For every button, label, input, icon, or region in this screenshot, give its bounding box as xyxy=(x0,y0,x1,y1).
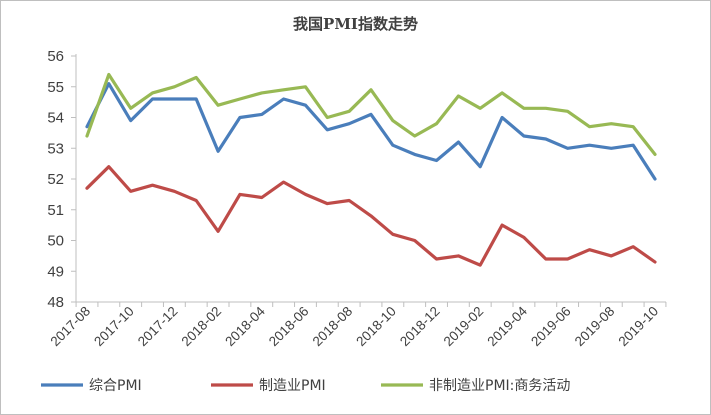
x-tick-label: 2019-10 xyxy=(615,304,661,350)
x-tick-label: 2018-10 xyxy=(353,304,399,350)
legend-label: 非制造业PMI:商务活动 xyxy=(429,378,570,394)
y-axis: 48 49 50 51 52 53 54 55 56 xyxy=(47,48,77,311)
y-tick-label: 50 xyxy=(47,233,64,250)
x-tick-label: 2019-04 xyxy=(484,303,530,349)
y-tick-label: 53 xyxy=(47,140,64,157)
x-tick-label: 2019-08 xyxy=(572,304,618,350)
chart-title: 我国PMI指数走势 xyxy=(293,15,418,33)
y-tick-label: 52 xyxy=(47,171,64,188)
y-tick-label: 48 xyxy=(47,294,64,311)
x-tick-label: 2019-06 xyxy=(528,304,574,350)
series-lines xyxy=(85,72,657,267)
series-line-3 xyxy=(85,72,657,156)
x-tick-label: 2018-08 xyxy=(310,304,356,350)
x-tick-label: 2018-02 xyxy=(179,304,225,350)
y-tick-label: 56 xyxy=(47,48,64,65)
x-tick-label: 2017-10 xyxy=(91,304,137,350)
y-tick-label: 49 xyxy=(47,263,64,280)
x-axis: 2017-082017-102017-122018-022018-042018-… xyxy=(47,301,667,350)
y-tick-label: 55 xyxy=(47,79,64,96)
x-tick-label: 2018-04 xyxy=(222,303,268,349)
legend-label: 制造业PMI xyxy=(259,378,326,394)
y-tick-label: 54 xyxy=(47,110,64,127)
x-tick-label: 2018-06 xyxy=(266,304,312,350)
series-line-2 xyxy=(85,165,657,267)
legend-label: 综合PMI xyxy=(89,378,142,394)
x-tick-label: 2019-02 xyxy=(441,304,487,350)
x-tick-label: 2017-12 xyxy=(135,304,181,350)
legend: 综合PMI 制造业PMI 非制造业PMI:商务活动 xyxy=(41,378,570,394)
series-line-1 xyxy=(85,82,657,181)
y-tick-label: 51 xyxy=(47,202,64,219)
x-tick-label: 2018-12 xyxy=(397,304,443,350)
